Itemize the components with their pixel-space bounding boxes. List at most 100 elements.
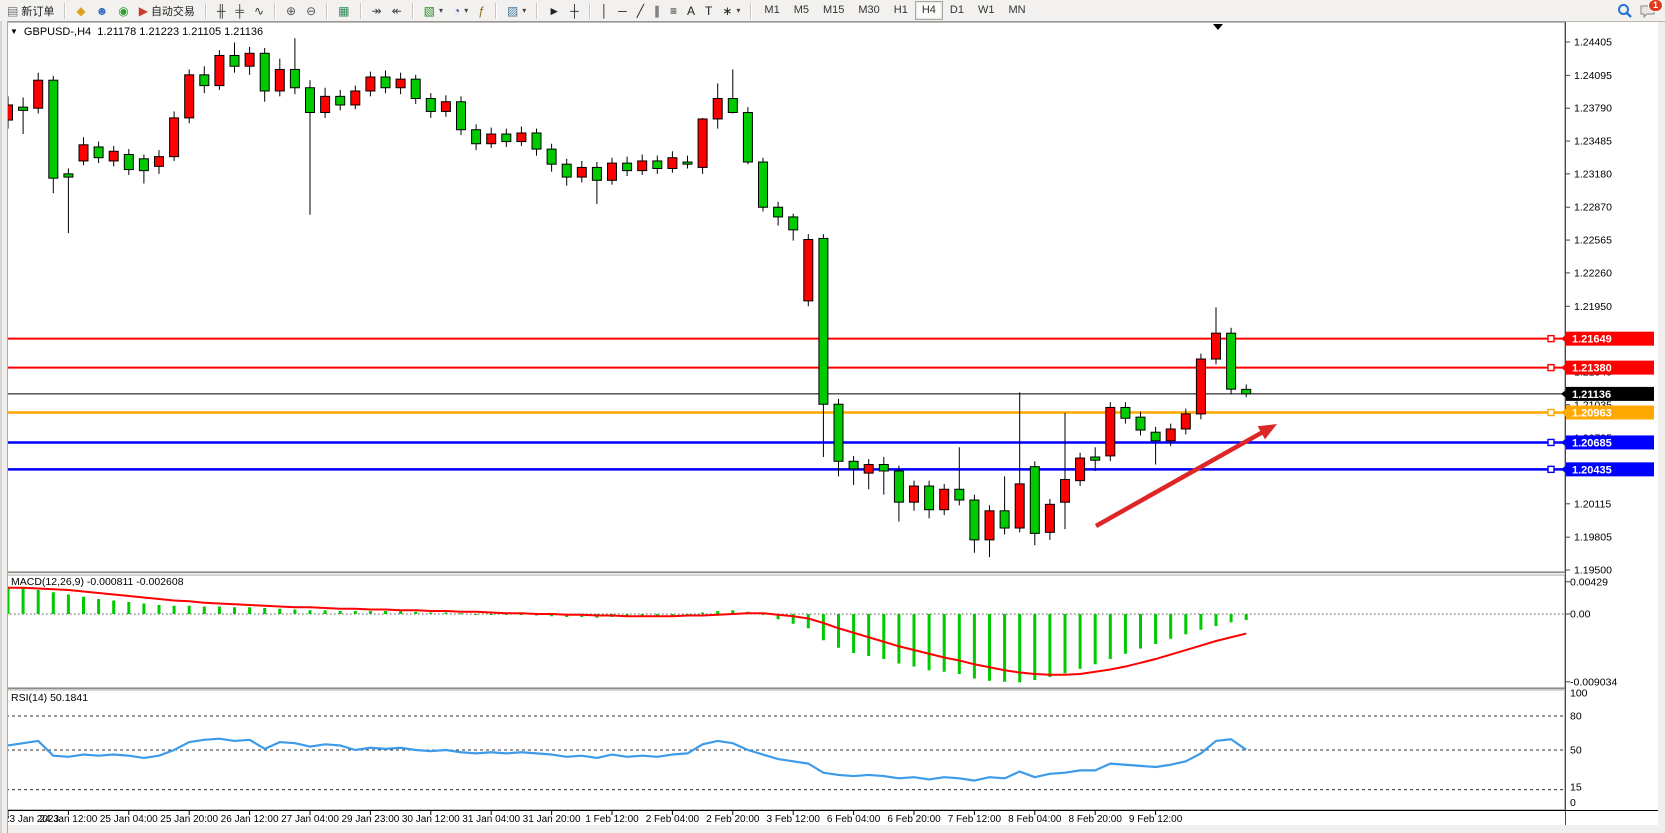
candle-body-up <box>984 510 995 541</box>
auto-scroll-icon: ↠ <box>371 3 382 18</box>
periods-clock-dropdown-caret[interactable]: ▾ <box>464 6 469 15</box>
bar-chart-button[interactable]: ╫ <box>212 1 231 21</box>
line-chart-button[interactable]: ∿ <box>249 1 269 21</box>
candle-body-down <box>773 206 784 218</box>
text-label-button[interactable]: T <box>700 1 717 21</box>
macd-bar <box>1184 614 1188 635</box>
candle-body-up <box>939 488 950 511</box>
timeframe-button-H4[interactable]: H4 <box>914 1 943 20</box>
templates-dropdown-caret[interactable]: ▾ <box>522 6 527 15</box>
indicator-list-button[interactable]: ƒ <box>473 1 490 21</box>
timeframe-button-M5[interactable]: M5 <box>793 4 809 16</box>
macd-bar <box>82 596 85 614</box>
time-tick-label: 27 Jan 04:00 <box>281 814 339 825</box>
timeframe-button-M30[interactable]: M30 <box>858 4 880 16</box>
main-chart-panel[interactable] <box>5 21 1566 573</box>
toolbar-group: ⊕ ⊖ <box>279 0 323 21</box>
candle-body-up <box>486 133 497 145</box>
time-axis-background <box>6 811 1658 825</box>
candle-body-up <box>244 52 255 67</box>
hline-handle-1.20685[interactable] <box>1547 438 1555 447</box>
candle-body-down <box>501 133 512 143</box>
timeframe-button-M15[interactable]: M15 <box>822 4 845 16</box>
timeframe-button-W1[interactable]: W1 <box>977 4 995 16</box>
price-badge-value: 1.21136 <box>1572 389 1611 401</box>
arrows-button[interactable]: ∗ ▾ <box>717 1 745 21</box>
chart-shift-marker[interactable] <box>1213 24 1223 30</box>
timeframe-button-H1[interactable]: H1 <box>893 4 908 16</box>
candle-body-up <box>697 118 708 168</box>
chat-notifications-icon[interactable]: 1 <box>1639 0 1663 19</box>
candle-chart-button[interactable]: ╪ <box>230 1 249 21</box>
macd-panel[interactable] <box>5 574 1566 689</box>
periods-clock-button[interactable]: ◔ ▾ <box>448 1 473 21</box>
candlestick-series <box>3 38 1252 558</box>
equidistant-channel-button[interactable]: ∥ <box>649 1 665 21</box>
new-chart-button[interactable]: ▧ ▾ <box>419 1 448 21</box>
price-badge-1.20435 <box>1566 462 1654 477</box>
zoom-out-button[interactable]: ⊖ <box>301 1 321 21</box>
macd-bar <box>459 613 463 615</box>
macd-bar <box>429 612 433 614</box>
signals-button[interactable]: ◉ <box>113 1 133 21</box>
timeframe-button-MN[interactable]: MN <box>1008 4 1026 16</box>
candle-body-down <box>878 464 889 472</box>
autotrading-button[interactable]: ▶ 自动交易 <box>134 1 200 21</box>
fibonacci-button[interactable]: ≡ <box>665 1 682 21</box>
chart-collapse-icon[interactable]: ▼ <box>10 27 18 36</box>
hline-handle-1.21380[interactable] <box>1547 363 1555 372</box>
hline-handle-1.20963[interactable] <box>1547 408 1555 417</box>
timeframe-button-D1[interactable]: D1 <box>949 4 964 16</box>
signals-icon: ◉ <box>118 3 129 18</box>
candle-body-up <box>169 117 180 158</box>
coin-button[interactable]: ◆ <box>71 1 90 21</box>
rsi-tick-label: 80 <box>1570 711 1582 723</box>
new-order-icon: ▤ <box>7 3 19 18</box>
macd-bar <box>1214 614 1218 627</box>
new-order-button[interactable]: ▤ 新订单 <box>2 1 59 21</box>
chart-shift-button[interactable]: ↞ <box>387 1 407 21</box>
crosshair-button[interactable]: ┼ <box>565 1 584 21</box>
timeframe-button-M1[interactable]: M1 <box>764 4 780 16</box>
macd-bar <box>21 588 25 614</box>
search-icon[interactable] <box>1617 3 1633 19</box>
new-chart-dropdown-caret[interactable]: ▾ <box>438 6 443 15</box>
autotrading-icon: ▶ <box>138 3 148 18</box>
crosshair-icon: ┼ <box>570 3 579 18</box>
hline-handle-1.20435[interactable] <box>1547 465 1555 474</box>
trendline-button[interactable]: ╱ <box>632 1 649 21</box>
rsi-panel[interactable] <box>5 689 1566 811</box>
cursor-button[interactable]: ► <box>543 1 565 21</box>
vertical-line-button[interactable]: │ <box>596 1 614 21</box>
time-tick-label: 25 Jan 20:00 <box>160 814 218 825</box>
support-button[interactable]: ☻ <box>91 1 114 21</box>
trend-arrow-head[interactable] <box>1257 424 1277 440</box>
time-tick-label: 24 Jan 12:00 <box>39 814 97 825</box>
candle-body-down <box>456 101 466 131</box>
candle-body-up <box>33 79 44 109</box>
hline-handle-1.21649[interactable] <box>1547 334 1555 343</box>
tile-windows-button[interactable]: ▦ <box>333 1 354 21</box>
candle-body-down <box>652 160 663 169</box>
text-button[interactable]: A <box>682 1 700 21</box>
chart-canvas[interactable]: 1.24405 1.24095 1.23790 1.23485 1.23180 1.228… <box>0 21 1665 833</box>
zoom-in-button[interactable]: ⊕ <box>281 1 301 21</box>
main-toolbar: ▤ 新订单 ◆ ☻ ◉ ▶ 自动交易 ╫ ╪ ∿ ⊕ ⊖ ▦ ↠ ↞ ▧ ▾ ◔ ▾ ƒ ▨ ▾ ► ┼ │ ─ ╱ ∥ ≡ A T ∗ ▾ M1… <box>0 0 1665 22</box>
trend-arrow-line[interactable] <box>1094 426 1270 528</box>
auto-scroll-button[interactable]: ↠ <box>367 1 387 21</box>
candle-body-down <box>229 54 240 67</box>
macd-bar <box>1033 614 1037 681</box>
macd-bar <box>897 614 901 664</box>
price-badge-value: 1.21380 <box>1572 363 1612 375</box>
rsi-tick-label: 0 <box>1570 797 1576 809</box>
chart-ohlc-readout: 1.21178 1.21223 1.21105 1.21136 <box>97 26 264 38</box>
time-tick-label: 2 Feb 20:00 <box>706 814 760 825</box>
macd-bar <box>821 614 825 641</box>
price-badge-pointer <box>1561 465 1566 474</box>
time-tick-label: 23 Jan 2023 <box>4 814 59 825</box>
toolbar-separator <box>750 2 753 19</box>
arrows-dropdown-caret[interactable]: ▾ <box>736 6 741 15</box>
horizontal-line-button[interactable]: ─ <box>613 1 632 21</box>
templates-button[interactable]: ▨ ▾ <box>502 1 531 21</box>
candle-body-down <box>471 129 482 145</box>
